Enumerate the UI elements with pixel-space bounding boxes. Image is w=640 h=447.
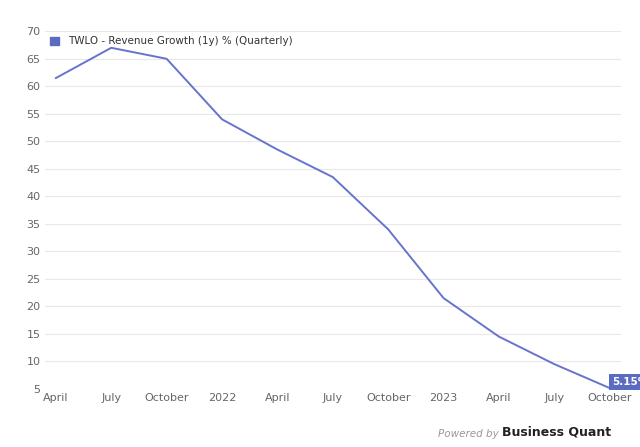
Text: Powered by: Powered by <box>438 429 502 439</box>
Text: 5.15%: 5.15% <box>612 377 640 387</box>
Text: Business Quant: Business Quant <box>502 426 612 439</box>
Legend: TWLO - Revenue Growth (1y) % (Quarterly): TWLO - Revenue Growth (1y) % (Quarterly) <box>50 37 292 46</box>
